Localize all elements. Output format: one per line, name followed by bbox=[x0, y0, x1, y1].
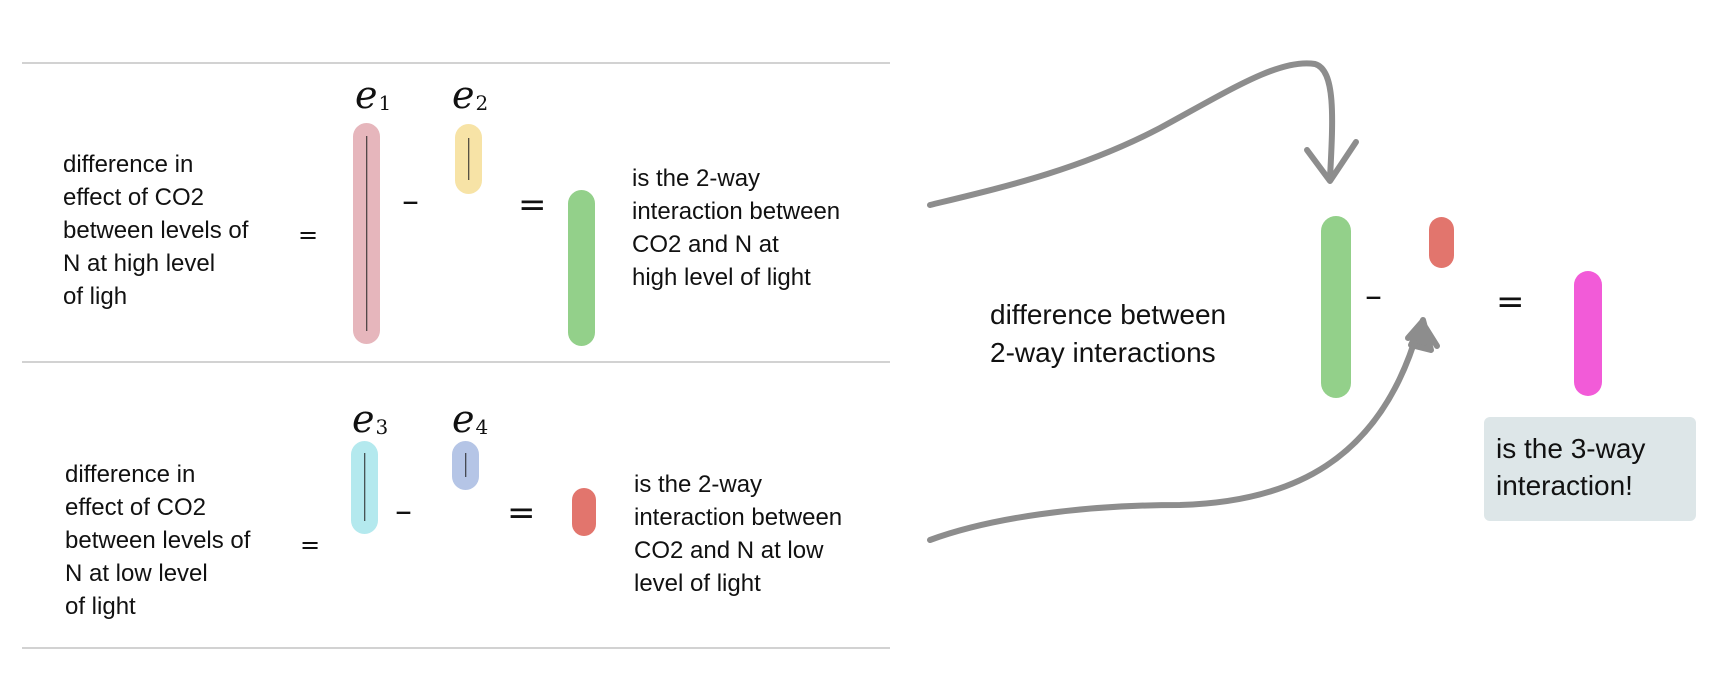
bar-e3-midline bbox=[363, 453, 366, 521]
right-minus: – bbox=[1365, 276, 1382, 316]
arrow-top-curve bbox=[927, 60, 1336, 208]
label-e3: e3 bbox=[352, 400, 388, 446]
bar-e4-midline bbox=[464, 453, 467, 477]
row1-equals-left: = bbox=[298, 221, 319, 249]
bar-right-magenta bbox=[1574, 271, 1602, 396]
label-e2-subscript: 2 bbox=[475, 91, 489, 115]
bar-e1 bbox=[353, 123, 380, 344]
bar-e4 bbox=[452, 441, 479, 490]
label-e2: e2 bbox=[452, 76, 488, 122]
label-e4-subscript: 4 bbox=[475, 415, 489, 439]
label-e1-letter: e bbox=[355, 73, 378, 117]
label-e1: e1 bbox=[355, 76, 391, 122]
right-equals: = bbox=[1496, 282, 1525, 322]
row2-equals-left: = bbox=[300, 531, 321, 559]
row2-description: difference in effect of CO2 between leve… bbox=[65, 461, 251, 620]
bar-right-green bbox=[1321, 216, 1351, 398]
bar-row2-result bbox=[572, 488, 596, 536]
callout-text: is the 3-way interaction! bbox=[1496, 433, 1646, 501]
label-e3-letter: e bbox=[352, 397, 375, 441]
bar-e3 bbox=[351, 441, 378, 534]
bar-e1-midline bbox=[365, 136, 368, 331]
arrow-top-head bbox=[1304, 139, 1359, 184]
bar-e2-midline bbox=[467, 138, 470, 180]
right-label: difference between 2-way interactions bbox=[990, 299, 1227, 368]
label-e3-subscript: 3 bbox=[375, 415, 389, 439]
row2-result-text: is the 2-way interaction between CO2 and… bbox=[634, 471, 843, 597]
bar-e2 bbox=[455, 124, 482, 194]
row2-equals-right: = bbox=[507, 493, 536, 533]
bar-right-red bbox=[1429, 217, 1454, 268]
row1-description: difference in effect of CO2 between leve… bbox=[63, 151, 249, 310]
label-e4-letter: e bbox=[452, 397, 475, 441]
row1-result-text: is the 2-way interaction between CO2 and… bbox=[632, 165, 841, 291]
label-e4: e4 bbox=[452, 400, 488, 446]
three-way-callout: is the 3-way interaction! bbox=[1484, 417, 1696, 521]
row1-equals-right: = bbox=[518, 185, 547, 225]
row2-minus: – bbox=[395, 491, 412, 531]
row1-minus: – bbox=[402, 181, 419, 221]
arrow-bottom-head bbox=[1405, 317, 1440, 353]
bar-row1-result bbox=[568, 190, 595, 346]
arrow-bottom-curve bbox=[927, 327, 1421, 543]
label-e2-letter: e bbox=[452, 73, 475, 117]
label-e1-subscript: 1 bbox=[378, 91, 392, 115]
